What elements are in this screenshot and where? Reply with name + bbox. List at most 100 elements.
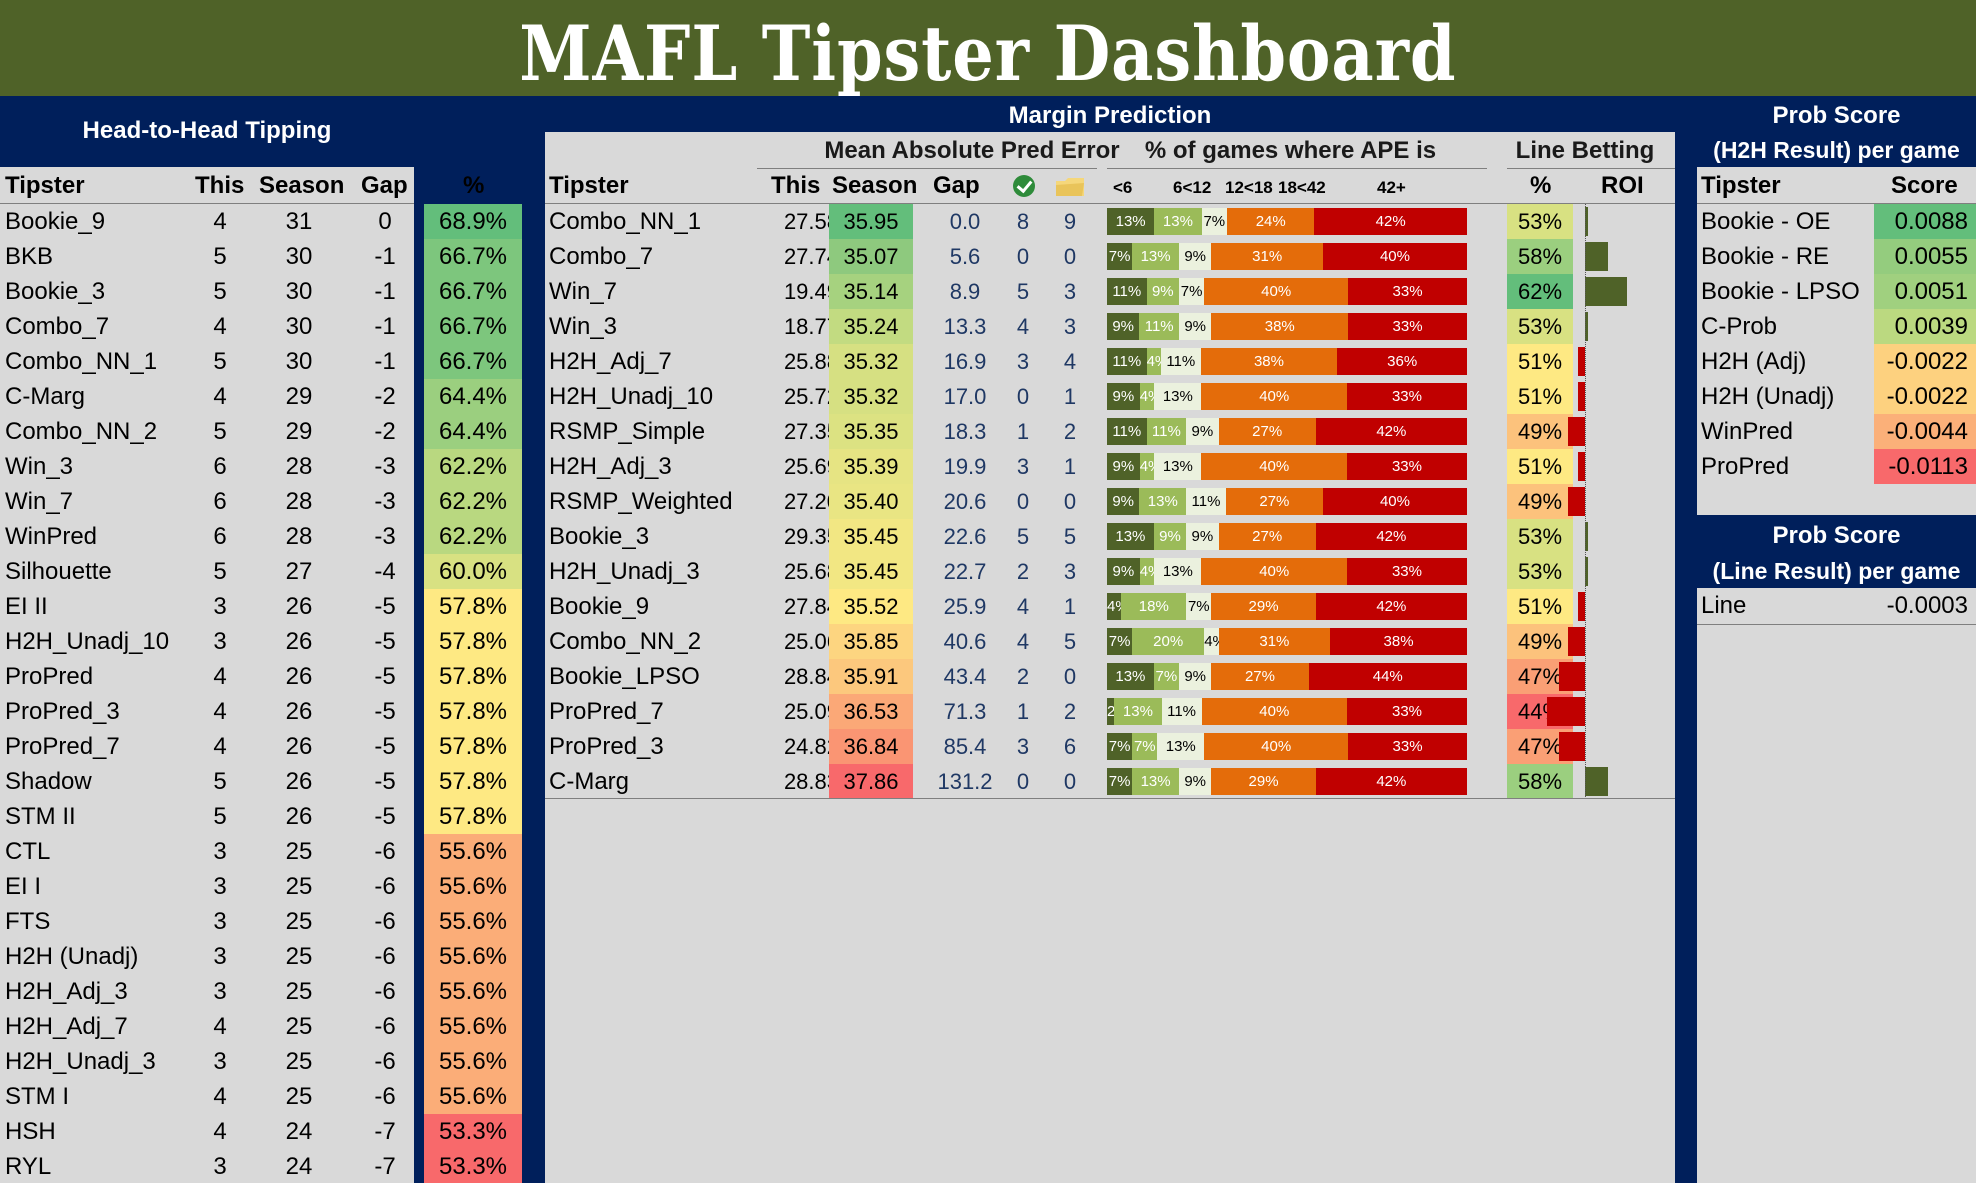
table-row[interactable]: STM II 5 26 -5 57.8% [0, 799, 522, 834]
season-value: 35.32 [829, 344, 913, 379]
line-pct-value: 53% [1507, 309, 1573, 344]
table-row[interactable]: ProPred 4 26 -5 57.8% [0, 659, 522, 694]
table-row[interactable]: H2H_Adj_725.8835.3216.93411%4%11%38%36%5… [545, 344, 1675, 379]
ape-segment: 11% [1146, 418, 1187, 445]
table-row[interactable]: H2H_Adj_3 3 25 -6 55.6% [0, 974, 522, 1009]
pct-value: 68.9% [424, 204, 522, 239]
table-row[interactable]: C-Marg 28.83 37.86 131.2 0 0 7% 13% 9% 29% 42% 58% [545, 764, 1675, 799]
table-row[interactable]: Line -0.0003 [1697, 588, 1976, 623]
table-row[interactable]: Bookie - OE 0.0088 [1697, 204, 1976, 239]
line-col-pct[interactable]: % [1530, 172, 1552, 199]
ape-segment: 33% [1348, 733, 1467, 760]
gap-value: -6 [374, 1083, 396, 1110]
h2h-col-pct[interactable]: % [463, 172, 485, 199]
folder-count: 0 [1063, 769, 1077, 794]
table-row[interactable]: H2H (Adj) -0.0022 [1697, 344, 1976, 379]
h2h-col-tipster[interactable]: Tipster [5, 172, 85, 199]
folder-count: 2 [1063, 699, 1077, 724]
folder-count: 0 [1063, 244, 1077, 269]
h2h-col-season[interactable]: Season [259, 172, 345, 199]
pct-value: 57.8% [424, 624, 522, 659]
table-row[interactable]: Bookie_3 29.35 35.45 22.6 5 5 13% 9% 9% 27% 42% 53% [545, 519, 1675, 554]
ape-segment: 11% [1161, 698, 1202, 725]
table-row[interactable]: H2H_Adj_7 4 25 -6 55.6% [0, 1009, 522, 1044]
table-row[interactable]: Combo_NN_225.0635.8540.6457%20%4%31%38%4… [545, 624, 1675, 659]
margin-col-this[interactable]: This [771, 172, 821, 199]
margin-col-season[interactable]: Season [832, 172, 918, 199]
tick-count: 0 [1016, 244, 1030, 269]
table-row[interactable]: C-Marg 4 29 -2 64.4% [0, 379, 522, 414]
table-row[interactable]: Combo_NN_1 27.58 35.95 0.0 8 9 13% 13% 7% 24% 42% 5… [545, 204, 1675, 239]
table-row[interactable]: WinPred -0.0044 [1697, 414, 1976, 449]
score-value: -0.0022 [1874, 344, 1976, 379]
table-row[interactable]: H2H_Unadj_10 3 26 -5 57.8% [0, 624, 522, 659]
ape-segment: 13% [1107, 663, 1154, 690]
table-row[interactable]: Bookie_LPSO 28.84 35.91 43.4 2 0 13% 7% 9% 27% 44%… [545, 659, 1675, 694]
table-row[interactable]: Bookie - RE 0.0055 [1697, 239, 1976, 274]
tick-count: 8 [1016, 209, 1030, 234]
table-row[interactable]: Bookie - LPSO 0.0051 [1697, 274, 1976, 309]
table-row[interactable]: C-Prob 0.0039 [1697, 309, 1976, 344]
table-row[interactable]: FTS 3 25 -6 55.6% [0, 904, 522, 939]
table-row[interactable]: ProPred -0.0113 [1697, 449, 1976, 484]
table-row[interactable]: Win_3 18.77 35.24 13.3 4 3 9% 11% 9% 38% 33% 53% [545, 309, 1675, 344]
table-row[interactable]: HSH 4 24 -7 53.3% [0, 1114, 522, 1149]
margin-col-gap[interactable]: Gap [933, 172, 980, 199]
ape-segment: 38% [1330, 628, 1467, 655]
gap-value: 85.4 [943, 734, 987, 759]
table-row[interactable]: Combo_7 4 30 -1 66.7% [0, 309, 522, 344]
table-row[interactable]: ProPred_3 4 26 -5 57.8% [0, 694, 522, 729]
table-row[interactable]: Bookie_3 5 30 -1 66.7% [0, 274, 522, 309]
table-row[interactable]: RYL 3 24 -7 53.3% [0, 1149, 522, 1183]
table-row[interactable]: EI II 3 26 -5 57.8% [0, 589, 522, 624]
tipster-name: C-Marg [549, 768, 630, 795]
table-row[interactable]: Combo_NN_1 5 30 -1 66.7% [0, 344, 522, 379]
table-row[interactable]: Win_7 19.49 35.14 8.9 5 3 11% 9% 7% 40% 33% 62% [545, 274, 1675, 309]
table-row[interactable]: Bookie_9 4 31 0 68.9% [0, 204, 522, 239]
this-value: 25.68 [783, 559, 839, 584]
table-row[interactable]: ProPred_7 4 26 -5 57.8% [0, 729, 522, 764]
line-col-roi[interactable]: ROI [1601, 172, 1644, 199]
table-row[interactable]: RSMP_Simple 27.35 35.35 18.3 1 2 11% 11% 9% 27% 42… [545, 414, 1675, 449]
table-row[interactable]: H2H (Unadj) -0.0022 [1697, 379, 1976, 414]
tipster-name: Bookie_3 [549, 523, 650, 550]
pct-value: 57.8% [424, 799, 522, 834]
table-row[interactable]: BKB 5 30 -1 66.7% [0, 239, 522, 274]
table-row[interactable]: EI I 3 25 -6 55.6% [0, 869, 522, 904]
ape-segment: 7% [1186, 593, 1212, 620]
table-row[interactable]: RSMP_Weighted 27.20 35.40 20.6 0 0 9% 13% 11% 27%… [545, 484, 1675, 519]
table-row[interactable]: Win_3 6 28 -3 62.2% [0, 449, 522, 484]
ape-segment: 11% [1139, 313, 1179, 340]
table-row[interactable]: WinPred 6 28 -3 62.2% [0, 519, 522, 554]
ape-stacked-bar: 9% 13% 11% 27% 40% [1107, 488, 1467, 515]
table-row[interactable]: Silhouette 5 27 -4 60.0% [0, 554, 522, 589]
table-row[interactable]: Combo_NN_2 5 29 -2 64.4% [0, 414, 522, 449]
table-row[interactable]: ProPred_3 24.82 36.84 85.4 3 6 7% 7% 13% 40% 33% 47… [545, 729, 1675, 764]
prob-h2h-col-score[interactable]: Score [1891, 172, 1958, 199]
table-row[interactable]: H2H_Unadj_3 3 25 -6 55.6% [0, 1044, 522, 1079]
ape-segment: 7% [1178, 278, 1205, 305]
folder-count: 1 [1063, 384, 1077, 409]
season-value: 36.53 [829, 694, 913, 729]
prob-h2h-col-tipster[interactable]: Tipster [1701, 172, 1781, 199]
gap-value: 13.3 [943, 314, 987, 339]
table-row[interactable]: CTL 3 25 -6 55.6% [0, 834, 522, 869]
table-row[interactable]: STM I 4 25 -6 55.6% [0, 1079, 522, 1114]
ape-segment: 4% [1107, 593, 1122, 620]
line-pct-value: 49% [1507, 624, 1573, 659]
table-row[interactable]: Shadow 5 26 -5 57.8% [0, 764, 522, 799]
ape-segment: 7% [1107, 733, 1133, 760]
pct-value: 57.8% [424, 694, 522, 729]
table-row[interactable]: Combo_7 27.74 35.07 5.6 0 0 7% 13% 9% 31% 40% 58% [545, 239, 1675, 274]
table-row[interactable]: Win_7 6 28 -3 62.2% [0, 484, 522, 519]
table-row[interactable]: H2H (Unadj) 3 25 -6 55.6% [0, 939, 522, 974]
h2h-col-this[interactable]: This [195, 172, 245, 199]
margin-col-tipster[interactable]: Tipster [549, 172, 629, 199]
h2h-col-gap[interactable]: Gap [361, 172, 408, 199]
roi-bar [1568, 487, 1585, 516]
